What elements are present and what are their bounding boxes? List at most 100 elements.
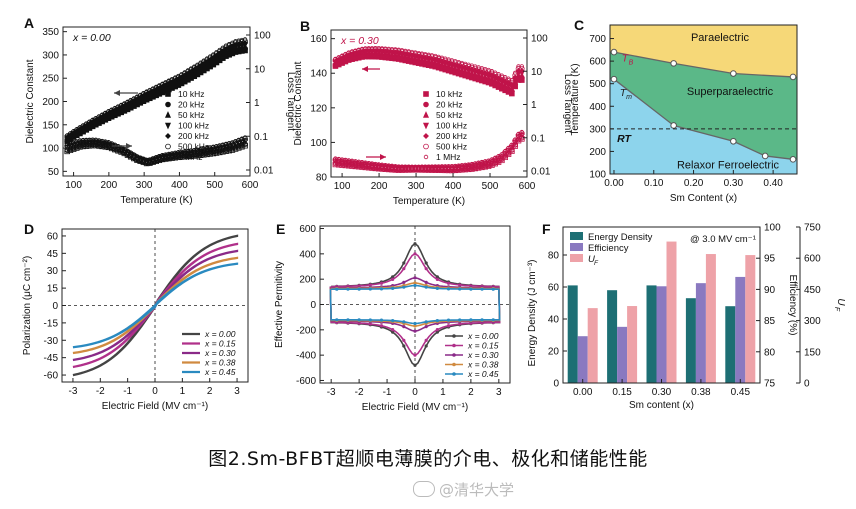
data-point: [429, 54, 435, 60]
bar-efficiency: [617, 326, 628, 383]
data-point: [232, 139, 239, 146]
phase-point: [761, 152, 769, 160]
data-point: [179, 72, 184, 77]
data-point: [99, 113, 105, 119]
data-point: [137, 93, 144, 100]
y-tick-label: 160: [310, 34, 327, 45]
x-tick-label: 0.00: [604, 178, 624, 189]
data-point: [495, 73, 502, 80]
data-point: [458, 287, 462, 291]
pe-loop: [72, 249, 239, 362]
y2-tick-label: 1: [254, 98, 260, 109]
data-point: [83, 138, 90, 144]
data-point: [462, 63, 469, 69]
data-point: [165, 101, 171, 108]
data-point: [65, 133, 70, 138]
data-point: [432, 55, 439, 61]
legend-entry: 1 MHz: [178, 152, 203, 162]
data-point: [87, 137, 92, 143]
y3-tick-label: 0: [804, 379, 810, 390]
arrow-head: [380, 154, 386, 160]
y-tick-label: 600: [299, 224, 316, 235]
x-tick-label: 100: [334, 181, 351, 192]
bar-energy-density: [646, 285, 657, 383]
phase-point: [670, 122, 677, 129]
data-point: [115, 104, 121, 111]
panel-letter: C: [574, 17, 584, 33]
data-point: [502, 148, 508, 154]
panel-letter: A: [24, 15, 34, 31]
bar-energy-density: [567, 285, 578, 383]
data-point: [124, 100, 131, 106]
data-point: [122, 146, 127, 152]
y-tick-label: 0: [553, 379, 559, 390]
data-point: [489, 157, 495, 162]
data-point: [465, 63, 472, 70]
data-point: [505, 150, 512, 156]
data-point: [217, 47, 222, 53]
data-point: [368, 287, 372, 291]
data-point: [413, 329, 417, 333]
rt-label: RT: [617, 133, 632, 145]
data-point: [402, 49, 409, 56]
data-point: [505, 146, 512, 152]
data-point: [516, 131, 521, 137]
legend-marker: [452, 334, 456, 338]
bar-u-f: [705, 254, 716, 383]
bar-energy-density: [685, 298, 696, 383]
data-point: [345, 50, 352, 57]
y-tick-label: -45: [44, 353, 59, 364]
x-axis-title: Temperature (K): [120, 195, 192, 206]
data-point: [424, 325, 428, 329]
data-point: [86, 119, 93, 126]
data-point: [127, 98, 134, 105]
data-point: [402, 344, 406, 348]
y-tick-label: 600: [589, 57, 606, 68]
data-point: [422, 122, 430, 130]
x-tick-label: 0.00: [573, 387, 593, 398]
data-point: [77, 125, 83, 130]
legend-swatch: [570, 254, 583, 262]
legend-entry: 20 kHz: [436, 100, 462, 110]
data-point: [499, 75, 505, 81]
data-point: [402, 338, 406, 342]
legend-entry: x = 0.30: [204, 348, 236, 358]
data-point: [146, 88, 153, 95]
data-point: [519, 64, 525, 69]
data-point: [424, 267, 428, 271]
data-point: [239, 39, 245, 45]
x-tick-label: -1: [123, 386, 132, 397]
data-point: [93, 115, 99, 121]
data-point: [112, 106, 118, 113]
panel-B: [332, 45, 525, 174]
pe-loop: [72, 234, 239, 377]
data-point: [335, 55, 342, 62]
y-tick-label: 0: [310, 300, 316, 311]
data-point: [71, 128, 76, 134]
legend-entry: x = 0.45: [467, 369, 499, 379]
data-point: [162, 80, 169, 87]
legend-marker: [452, 353, 456, 357]
data-point: [125, 148, 130, 154]
data-point: [469, 287, 473, 291]
data-point: [413, 276, 417, 280]
data-point: [449, 59, 455, 66]
y-tick-label: 100: [310, 138, 327, 149]
y2-tick-label: 95: [764, 254, 776, 265]
data-point: [172, 76, 179, 82]
bar-u-f: [587, 308, 598, 383]
data-point: [103, 110, 108, 116]
pe-loop: [72, 256, 239, 355]
data-point: [355, 48, 362, 54]
data-point: [391, 277, 395, 281]
y-axis-title: Temperature (K): [570, 63, 581, 135]
region-label-relaxor: Relaxor Ferroelectric: [677, 159, 780, 171]
x-tick-label: -3: [68, 386, 77, 397]
data-point: [419, 52, 425, 59]
data-point: [84, 137, 89, 143]
legend-marker: [452, 362, 456, 367]
legend-entry: x = 0.00: [204, 329, 236, 339]
y-tick-label: 50: [48, 167, 60, 178]
y-tick-label: 0: [52, 301, 58, 312]
legend-entry: x = 0.15: [204, 339, 236, 349]
